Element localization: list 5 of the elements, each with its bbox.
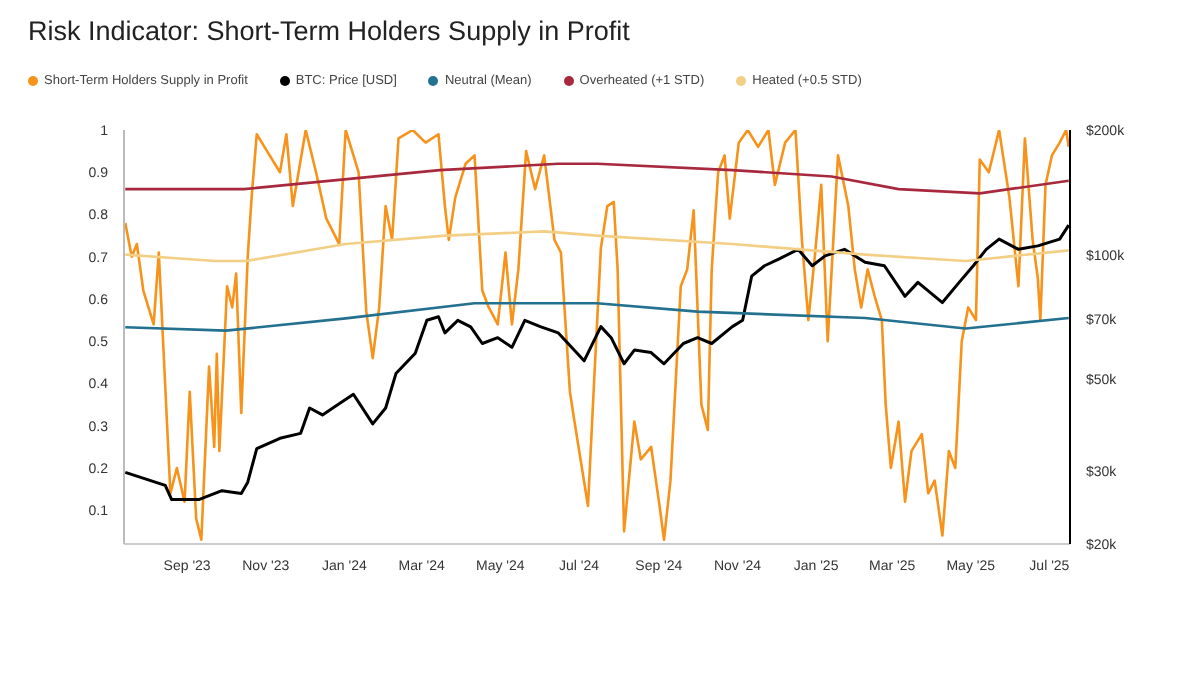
line-series	[124, 301, 1070, 332]
line-series	[124, 162, 1070, 195]
line-series	[124, 130, 1070, 542]
line-series	[124, 230, 1070, 263]
chart-title: Risk Indicator: Short-Term Holders Supply in Profit	[28, 16, 630, 46]
